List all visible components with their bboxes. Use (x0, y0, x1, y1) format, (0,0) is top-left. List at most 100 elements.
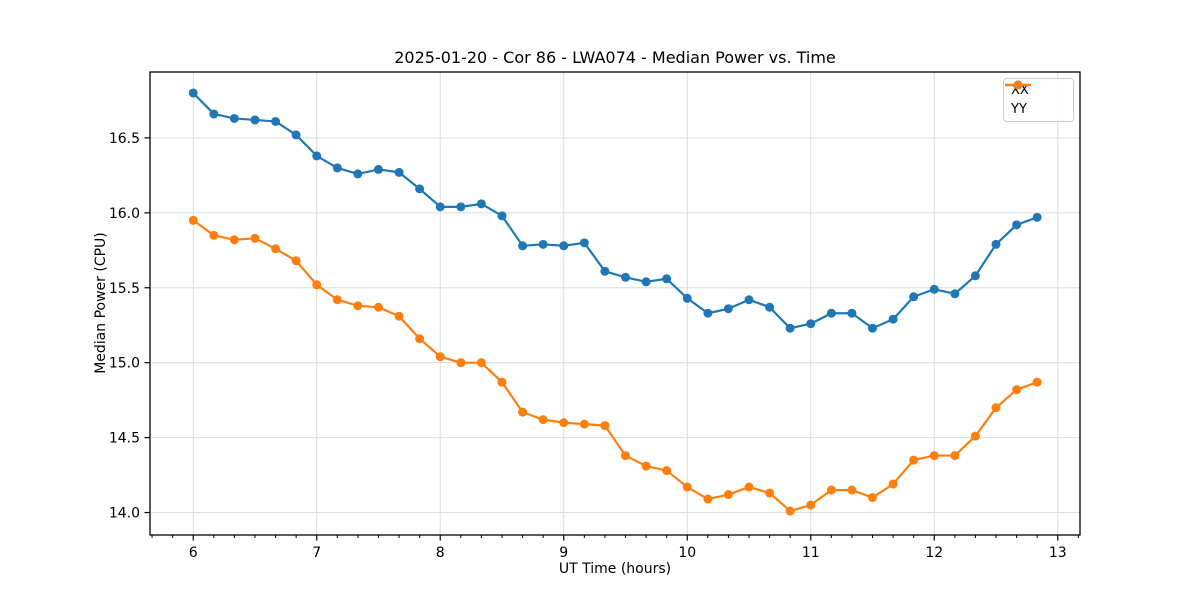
series-YY-point (765, 488, 775, 498)
series-XX-point (312, 151, 322, 161)
series-XX-point (394, 167, 404, 177)
series-XX-line (192, 91, 1039, 330)
series-XX-point (806, 319, 816, 329)
series-XX-point (271, 116, 281, 126)
series-XX-point (929, 284, 939, 294)
series-YY-point (868, 493, 878, 503)
series-YY-point (641, 461, 651, 471)
series-XX-point (538, 239, 548, 249)
series-XX-point (723, 304, 733, 314)
series-XX-point (188, 88, 198, 98)
x-tick-label: 12 (925, 545, 943, 561)
series-XX-point (518, 241, 528, 251)
series-YY-point (209, 230, 219, 240)
series-YY-point (888, 479, 898, 489)
series-XX-point (703, 308, 713, 318)
series-YY-point (682, 482, 692, 492)
series-XX-point (291, 130, 301, 140)
series-YY-point (806, 500, 816, 510)
x-axis-label: UT Time (hours) (558, 561, 672, 577)
series-YY-point (188, 215, 198, 225)
x-tick-label: 9 (559, 545, 568, 561)
legend: XX YY (1003, 78, 1074, 122)
series-XX-point (229, 113, 239, 123)
series-XX-point (559, 241, 569, 251)
series-XX-point (600, 266, 610, 276)
series-XX-point (209, 109, 219, 119)
series-YY-point (373, 302, 383, 312)
legend-line-sample-icon (1005, 80, 1031, 90)
series-YY-point (229, 235, 239, 245)
y-tick-label: 15.5 (109, 281, 140, 297)
series-XX-point (970, 271, 980, 281)
series-XX-point (250, 115, 260, 125)
series-YY-point (332, 295, 342, 305)
series-YY-point (703, 494, 713, 504)
series-YY-point (415, 334, 425, 344)
x-tick-label: 11 (802, 545, 820, 561)
y-tick-label: 16.5 (109, 131, 140, 147)
y-tick-label: 16.0 (109, 206, 140, 222)
series-YY-point (970, 431, 980, 441)
series-YY-point (353, 301, 363, 311)
series-YY-point (600, 421, 610, 431)
series-YY-point (312, 280, 322, 290)
series-YY-point (909, 455, 919, 465)
series-YY-point (538, 415, 548, 425)
series-XX-point (332, 163, 342, 173)
series-YY-point (847, 485, 857, 495)
series-XX-point (662, 274, 672, 284)
series-YY-point (291, 256, 301, 266)
series-YY-point (950, 451, 960, 461)
x-tick-label: 6 (189, 545, 198, 561)
series-XX-point (868, 323, 878, 333)
series-YY-point (826, 485, 836, 495)
series-XX-point (1032, 212, 1042, 222)
series-XX-point (785, 323, 795, 333)
series-XX-point (909, 292, 919, 302)
y-tick-label: 15.0 (109, 356, 140, 372)
series-YY-point (1012, 385, 1022, 395)
series-XX-point (847, 308, 857, 318)
series-YY-point (559, 418, 569, 428)
series-XX-point (415, 184, 425, 194)
series-YY-point (394, 311, 404, 321)
series-XX-point (373, 164, 383, 174)
series-YY-point (435, 352, 445, 362)
legend-item-yy: YY (1005, 80, 1066, 116)
y-tick-label: 14.5 (109, 431, 140, 447)
series-YY-point (579, 419, 589, 429)
series-XX-point (641, 277, 651, 287)
series-XX-point (950, 289, 960, 299)
series-YY-point (723, 490, 733, 500)
series-XX-point (353, 169, 363, 179)
series-XX-point (456, 202, 466, 212)
chart-title: 2025-01-20 - Cor 86 - LWA074 - Median Po… (394, 48, 836, 67)
series-YY-point (620, 451, 630, 461)
series-YY-line (192, 219, 1039, 513)
series-XX-point (476, 199, 486, 209)
series-YY-point (662, 466, 672, 476)
y-axis-label: Median Power (CPU) (93, 232, 109, 374)
series-YY-point (744, 482, 754, 492)
series-YY-point (250, 233, 260, 243)
series-XX-point (579, 238, 589, 248)
series-XX-point (682, 293, 692, 303)
series-YY-point (785, 506, 795, 516)
x-tick-label: 7 (312, 545, 321, 561)
series-XX-point (620, 272, 630, 282)
series-XX-point (497, 211, 507, 221)
series-XX-point (826, 308, 836, 318)
series-YY-point (518, 407, 528, 417)
series-XX-point (991, 239, 1001, 249)
y-tick-label: 14.0 (109, 506, 140, 522)
series-YY-point (991, 403, 1001, 413)
series-XX-point (888, 314, 898, 324)
series-XX-point (744, 295, 754, 305)
x-tick-label: 13 (1049, 545, 1067, 561)
x-tick-label: 8 (436, 545, 445, 561)
series-YY-point (271, 244, 281, 254)
x-tick-label: 10 (678, 545, 696, 561)
